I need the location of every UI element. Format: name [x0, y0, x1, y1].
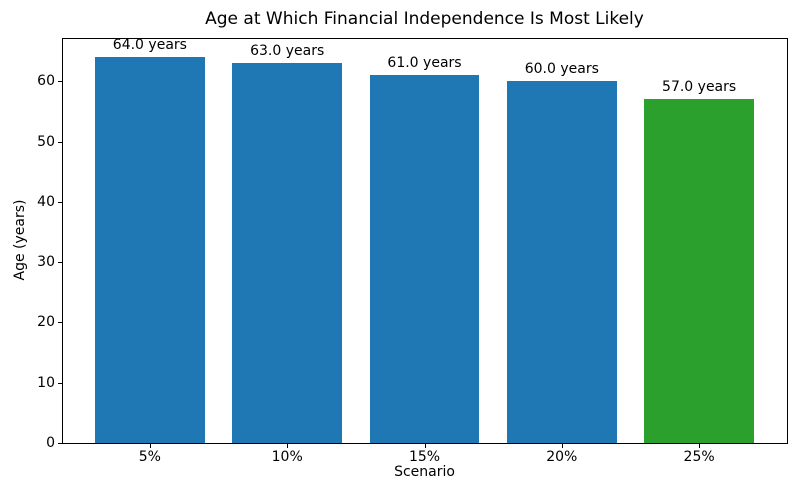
y-tick-mark	[58, 141, 62, 143]
y-tick-label: 10	[37, 374, 55, 391]
bar	[369, 75, 480, 443]
bar	[644, 99, 755, 443]
bar	[94, 57, 205, 443]
x-tick-mark	[561, 444, 563, 448]
x-tick-label: 25%	[683, 449, 715, 465]
x-tick-label: 5%	[138, 449, 161, 465]
bar-value-label: 57.0 years	[662, 79, 737, 96]
bar	[232, 63, 343, 443]
y-tick-mark	[58, 322, 62, 324]
y-tick-label: 0	[46, 435, 55, 451]
chart-title: Age at Which Financial Independence Is M…	[205, 9, 644, 29]
y-tick-label: 30	[37, 254, 55, 271]
y-tick-mark	[58, 443, 62, 444]
y-tick-mark	[58, 382, 62, 384]
x-tick-mark	[424, 444, 426, 448]
y-tick-mark	[58, 201, 62, 203]
x-axis-label: Scenario	[394, 464, 455, 480]
x-tick-mark	[287, 444, 289, 448]
bar-value-label: 64.0 years	[112, 37, 187, 54]
y-tick-label: 20	[37, 314, 55, 331]
x-tick-label: 20%	[546, 449, 578, 465]
x-tick-mark	[699, 444, 701, 448]
y-tick-mark	[58, 262, 62, 264]
bar	[506, 81, 617, 443]
y-tick-label: 40	[37, 193, 55, 210]
y-tick-label: 50	[37, 133, 55, 150]
bar-value-label: 61.0 years	[387, 55, 462, 72]
bar-value-label: 63.0 years	[250, 43, 325, 60]
bar-value-label: 60.0 years	[524, 61, 599, 78]
y-tick-label: 60	[37, 73, 55, 90]
y-tick-mark	[58, 81, 62, 83]
x-tick-mark	[149, 444, 151, 448]
x-tick-label: 15%	[408, 449, 441, 465]
x-tick-label: 10%	[271, 449, 303, 465]
